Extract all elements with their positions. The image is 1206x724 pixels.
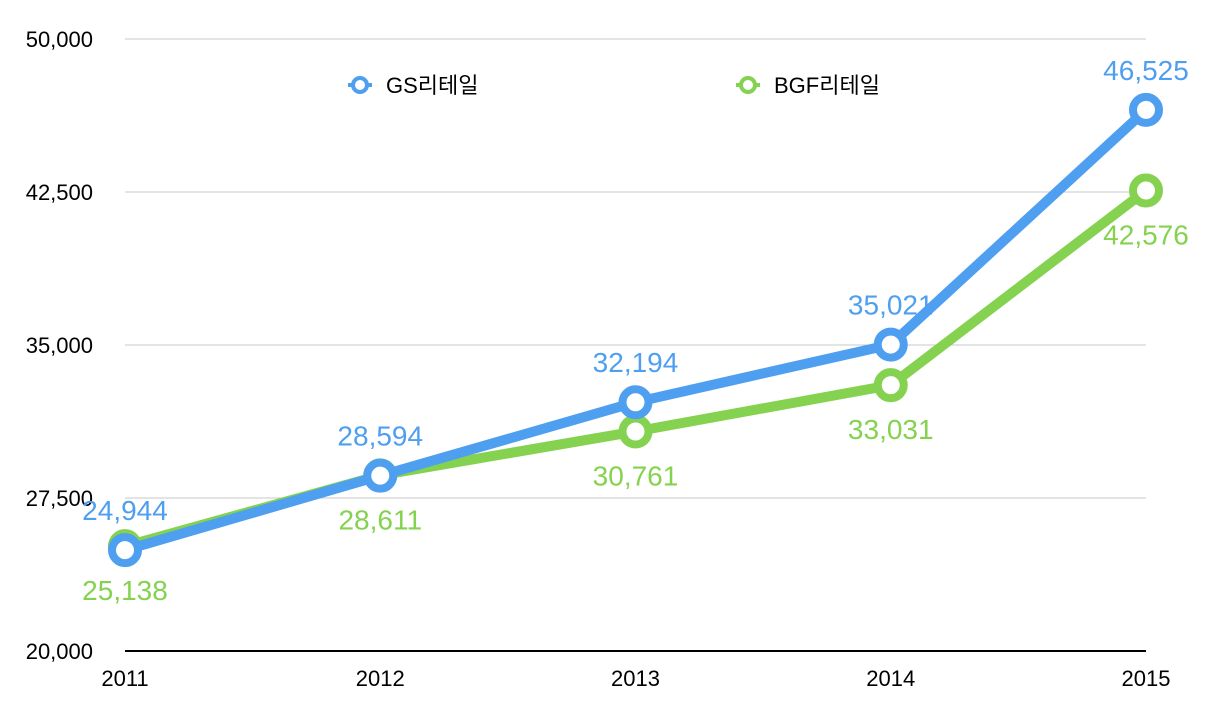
data-point xyxy=(363,458,398,493)
y-tick-label: 35,000 xyxy=(26,333,93,358)
x-tick-label: 2014 xyxy=(866,666,915,691)
data-point xyxy=(873,368,908,403)
x-tick-label: 2011 xyxy=(101,666,148,691)
legend-marker xyxy=(351,76,369,94)
y-tick-label: 20,000 xyxy=(26,639,93,664)
data-point xyxy=(108,533,142,568)
legend-marker xyxy=(739,76,757,94)
data-point xyxy=(1129,92,1163,127)
y-tick-label: 27,500 xyxy=(26,486,93,511)
data-point xyxy=(618,414,653,449)
data-label: 24,944 xyxy=(82,495,168,526)
data-point xyxy=(873,327,908,362)
legend-label: GS리테일 xyxy=(386,73,479,98)
gridlines xyxy=(125,38,1146,499)
y-tick-label: 42,500 xyxy=(26,180,93,205)
legend: GS리테일 BGF리테일 xyxy=(348,73,880,98)
axes: 20,000 27,500 35,000 42,500 50,000 2011 2012 20… xyxy=(26,27,1171,691)
data-label: 25,138 xyxy=(82,575,168,606)
x-tick-label: 2012 xyxy=(356,666,405,691)
data-label: 33,031 xyxy=(848,414,934,445)
data-label: 32,194 xyxy=(593,347,679,378)
x-tick-label: 2015 xyxy=(1122,666,1171,691)
data-point xyxy=(618,385,653,420)
legend-label: BGF리테일 xyxy=(774,73,880,98)
data-labels: 24,944 28,594 32,194 35,021 46,525 25,138 28,6… xyxy=(82,55,1189,606)
data-label: 35,021 xyxy=(848,290,934,321)
x-tick-label: 2013 xyxy=(611,666,660,691)
data-label: 30,761 xyxy=(593,460,679,491)
series-group xyxy=(108,92,1163,568)
data-label: 46,525 xyxy=(1103,55,1189,86)
data-label: 42,576 xyxy=(1103,219,1189,250)
data-label: 28,611 xyxy=(338,504,422,535)
data-point xyxy=(1129,173,1163,208)
y-tick-label: 50,000 xyxy=(26,27,93,52)
data-label: 28,594 xyxy=(337,421,423,452)
